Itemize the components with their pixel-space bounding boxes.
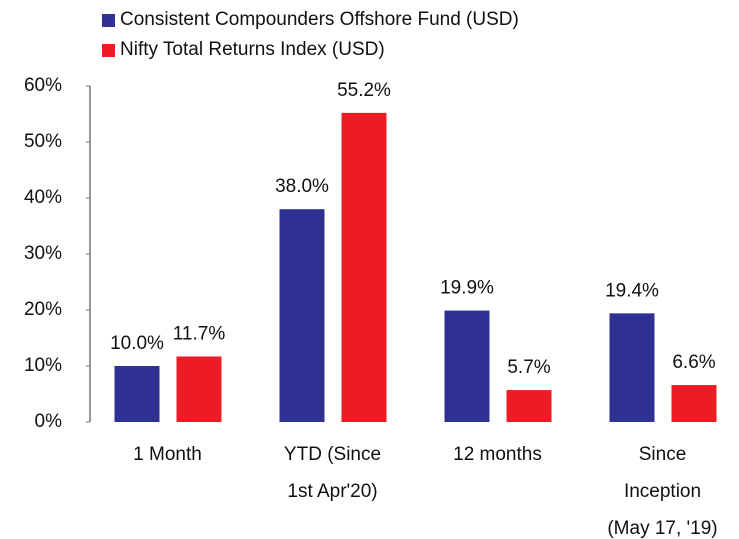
- x-tick-label: 12 months: [453, 444, 542, 465]
- bar: [444, 310, 490, 422]
- value-label: 5.7%: [507, 357, 550, 378]
- x-tick-label: Inception: [624, 481, 701, 502]
- bar: [341, 112, 387, 422]
- bar: [506, 390, 552, 422]
- value-label: 19.9%: [440, 278, 494, 299]
- value-label: 55.2%: [337, 80, 391, 101]
- bar: [176, 356, 222, 422]
- x-tick-label: Since: [639, 444, 687, 465]
- y-tick-label: 50%: [24, 131, 62, 152]
- value-label: 11.7%: [173, 323, 226, 344]
- legend-swatch: [102, 14, 115, 27]
- legend-label: Nifty Total Returns Index (USD): [120, 39, 385, 60]
- y-tick-label: 60%: [24, 75, 62, 96]
- value-label: 19.4%: [605, 280, 659, 301]
- value-label: 6.6%: [672, 352, 715, 373]
- y-tick-label: 0%: [35, 411, 63, 432]
- bar: [279, 209, 325, 422]
- value-label: 10.0%: [110, 333, 164, 354]
- legend-label: Consistent Compounders Offshore Fund (US…: [120, 9, 519, 30]
- bar: [114, 366, 160, 422]
- x-tick-label: 1 Month: [133, 444, 202, 465]
- y-tick-label: 10%: [24, 355, 62, 376]
- y-tick-label: 30%: [24, 243, 62, 264]
- y-tick-label: 40%: [24, 187, 62, 208]
- x-tick-label: YTD (Since: [284, 444, 381, 465]
- legend-swatch: [102, 44, 115, 57]
- y-tick-label: 20%: [24, 299, 62, 320]
- bar: [609, 313, 655, 422]
- x-tick-label: (May 17, '19): [607, 518, 717, 539]
- value-label: 38.0%: [275, 176, 329, 197]
- x-tick-label: 1st Apr'20): [287, 481, 377, 502]
- bar: [671, 385, 717, 422]
